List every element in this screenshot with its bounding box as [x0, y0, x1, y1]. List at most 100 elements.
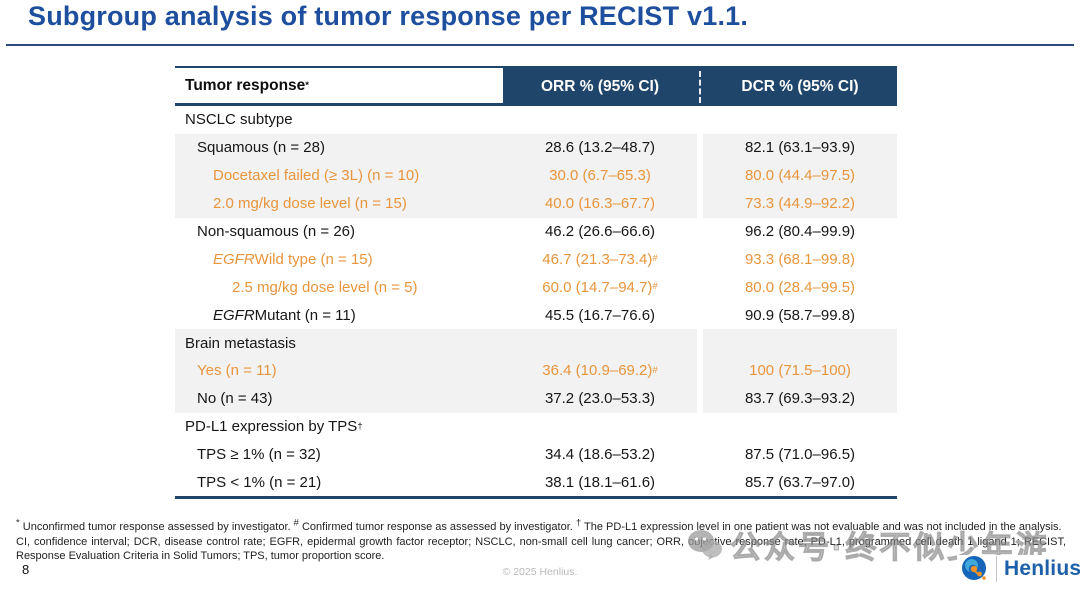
row-left-block: TPS ≥ 1% (n = 32) 34.4 (18.6–53.2)	[175, 440, 697, 469]
row-column-gap	[697, 440, 703, 469]
table-row: Squamous (n = 28) 28.6 (13.2–48.7) 82.1 …	[175, 133, 897, 162]
orr-value: 46.7 (21.3–73.4)	[542, 250, 653, 268]
row-orr-cell	[503, 329, 697, 357]
footnote-line2: CI, confidence interval; DCR, disease co…	[16, 535, 1066, 548]
row-column-gap	[697, 384, 703, 413]
row-dcr-cell: 80.0 (44.4–97.5)	[703, 161, 897, 190]
slide-title: Subgroup analysis of tumor response per …	[28, 1, 749, 31]
row-dcr-cell	[703, 412, 897, 441]
row-left-block: PD-L1 expression by TPS †	[175, 412, 697, 441]
header-cell-dcr: DCR % (95% CI)	[703, 68, 897, 106]
row-dcr-cell: 93.3 (68.1–99.8)	[703, 245, 897, 274]
row-column-gap	[697, 161, 703, 190]
orr-value: 37.2 (23.0–53.3)	[544, 390, 656, 408]
row-label-cell: Squamous (n = 28)	[175, 134, 503, 162]
row-left-block: EGFR Mutant (n = 11) 45.5 (16.7–76.6)	[175, 301, 697, 330]
table-row: Docetaxel failed (≥ 3L) (n = 10) 30.0 (6…	[175, 161, 897, 190]
title-divider	[6, 44, 1074, 46]
footnote-line1: * Unconfirmed tumor response assessed by…	[16, 517, 1062, 533]
row-dcr-cell: 85.7 (63.7–97.0)	[703, 468, 897, 497]
row-label: Yes (n = 11)	[197, 362, 277, 380]
table-row: EGFR Wild type (n = 15) 46.7 (21.3–73.4)…	[175, 245, 897, 274]
row-left-block: 2.5 mg/kg dose level (n = 5) 60.0 (14.7–…	[175, 273, 697, 302]
row-label-italic: EGFR	[213, 250, 255, 268]
table-header-row: Tumor response * ORR % (95% CI) DCR % (95…	[175, 66, 897, 106]
row-column-gap	[697, 329, 703, 358]
row-orr-cell: 40.0 (16.3–67.7)	[503, 190, 697, 218]
table-row: TPS ≥ 1% (n = 32) 34.4 (18.6–53.2) 87.5 …	[175, 440, 897, 469]
row-dcr-cell: 83.7 (69.3–93.2)	[703, 384, 897, 413]
row-label: NSCLC subtype	[185, 111, 293, 129]
row-left-block: NSCLC subtype	[175, 106, 697, 134]
row-column-gap	[697, 273, 703, 302]
row-column-gap	[697, 245, 703, 274]
table-row: Brain metastasis	[175, 329, 897, 358]
orr-value: 36.4 (10.9–69.2)	[542, 362, 653, 380]
table-row: 2.0 mg/kg dose level (n = 15) 40.0 (16.3…	[175, 189, 897, 218]
row-orr-cell: 60.0 (14.7–94.7) #	[542, 278, 658, 296]
row-orr-cell	[503, 413, 697, 441]
row-left-block: EGFR Wild type (n = 15) 46.7 (21.3–73.4)…	[175, 245, 697, 274]
row-orr-cell: 46.2 (26.6–66.6)	[503, 218, 697, 246]
row-orr-cell	[503, 106, 697, 134]
row-dcr-cell: 87.5 (71.0–96.5)	[703, 440, 897, 469]
row-column-gap	[697, 217, 703, 246]
row-label-cell: No (n = 43)	[175, 385, 503, 413]
row-left-block: 2.0 mg/kg dose level (n = 15) 40.0 (16.3…	[175, 189, 697, 218]
henlius-logo: Henlius	[957, 555, 1080, 583]
row-label: Mutant (n = 11)	[254, 306, 356, 324]
table-row: TPS < 1% (n = 21) 38.1 (18.1–61.6) 85.7 …	[175, 468, 897, 497]
row-label: Squamous (n = 28)	[197, 139, 325, 157]
row-dcr-cell: 100 (71.5–100)	[703, 357, 897, 385]
orr-value: 46.2 (26.6–66.6)	[544, 223, 656, 240]
header-column-divider	[697, 68, 703, 106]
dcr-value: 83.7 (69.3–93.2)	[744, 390, 856, 408]
row-label-cell: Yes (n = 11)	[175, 357, 503, 385]
dcr-value: 80.0 (44.4–97.5)	[744, 167, 856, 185]
row-label-cell: NSCLC subtype	[175, 106, 503, 134]
orr-value: 45.5 (16.7–76.6)	[544, 306, 656, 324]
logo-wordmark: Henlius	[1004, 557, 1080, 580]
row-column-gap	[697, 357, 703, 385]
dcr-value: 73.3 (44.9–92.2)	[744, 195, 856, 213]
row-column-gap	[697, 301, 703, 330]
table-row: PD-L1 expression by TPS †	[175, 412, 897, 441]
row-label: TPS ≥ 1% (n = 32)	[197, 446, 321, 464]
row-label-cell: 2.5 mg/kg dose level (n = 5)	[175, 273, 503, 301]
table-row: Non-squamous (n = 26) 46.2 (26.6–66.6) 9…	[175, 217, 897, 246]
header-cell-tumor-response: Tumor response *	[175, 68, 503, 106]
row-dcr-cell: 82.1 (63.1–93.9)	[703, 133, 897, 162]
row-label: Brain metastasis	[185, 334, 296, 352]
row-label: Non-squamous (n = 26)	[197, 223, 355, 240]
row-label: PD-L1 expression by TPS	[185, 418, 358, 436]
row-left-block: Yes (n = 11) 36.4 (10.9–69.2) #	[175, 357, 697, 385]
row-column-gap	[697, 133, 703, 162]
dcr-value: 80.0 (28.4–99.5)	[744, 278, 856, 296]
dcr-value: 96.2 (80.4–99.9)	[744, 223, 856, 240]
footnotes: * Unconfirmed tumor response assessed by…	[16, 517, 1066, 564]
copyright-text: © 2025 Henlius.	[502, 566, 578, 578]
row-label-cell: EGFR Wild type (n = 15)	[175, 245, 503, 273]
row-label-italic: EGFR	[213, 306, 255, 324]
row-orr-cell: 36.4 (10.9–69.2) #	[542, 362, 658, 380]
row-left-block: Non-squamous (n = 26) 46.2 (26.6–66.6)	[175, 217, 697, 246]
table-row: NSCLC subtype	[175, 106, 897, 134]
row-left-block: Docetaxel failed (≥ 3L) (n = 10) 30.0 (6…	[175, 161, 697, 190]
row-label: No (n = 43)	[197, 390, 273, 408]
row-orr-cell: 37.2 (23.0–53.3)	[503, 385, 697, 413]
row-left-block: Brain metastasis	[175, 329, 697, 358]
orr-value: 30.0 (6.7–65.3)	[549, 167, 651, 185]
table-body: NSCLC subtype Squamous (n = 28) 28.6 (13…	[175, 106, 897, 500]
row-column-gap	[697, 412, 703, 441]
table-row: EGFR Mutant (n = 11) 45.5 (16.7–76.6) 90…	[175, 301, 897, 330]
row-label-cell: 2.0 mg/kg dose level (n = 15)	[175, 190, 503, 218]
row-orr-cell: 38.1 (18.1–61.6)	[503, 469, 697, 497]
row-label: 2.0 mg/kg dose level (n = 15)	[213, 195, 407, 213]
dcr-value: 90.9 (58.7–99.8)	[744, 306, 856, 324]
row-label-cell: Docetaxel failed (≥ 3L) (n = 10)	[175, 162, 503, 190]
row-label-cell: PD-L1 expression by TPS †	[185, 418, 363, 436]
row-left-block: Squamous (n = 28) 28.6 (13.2–48.7)	[175, 133, 697, 162]
orr-value: 28.6 (13.2–48.7)	[544, 139, 656, 157]
row-label: Docetaxel failed (≥ 3L) (n = 10)	[213, 167, 420, 185]
dcr-value: 100 (71.5–100)	[749, 362, 851, 380]
